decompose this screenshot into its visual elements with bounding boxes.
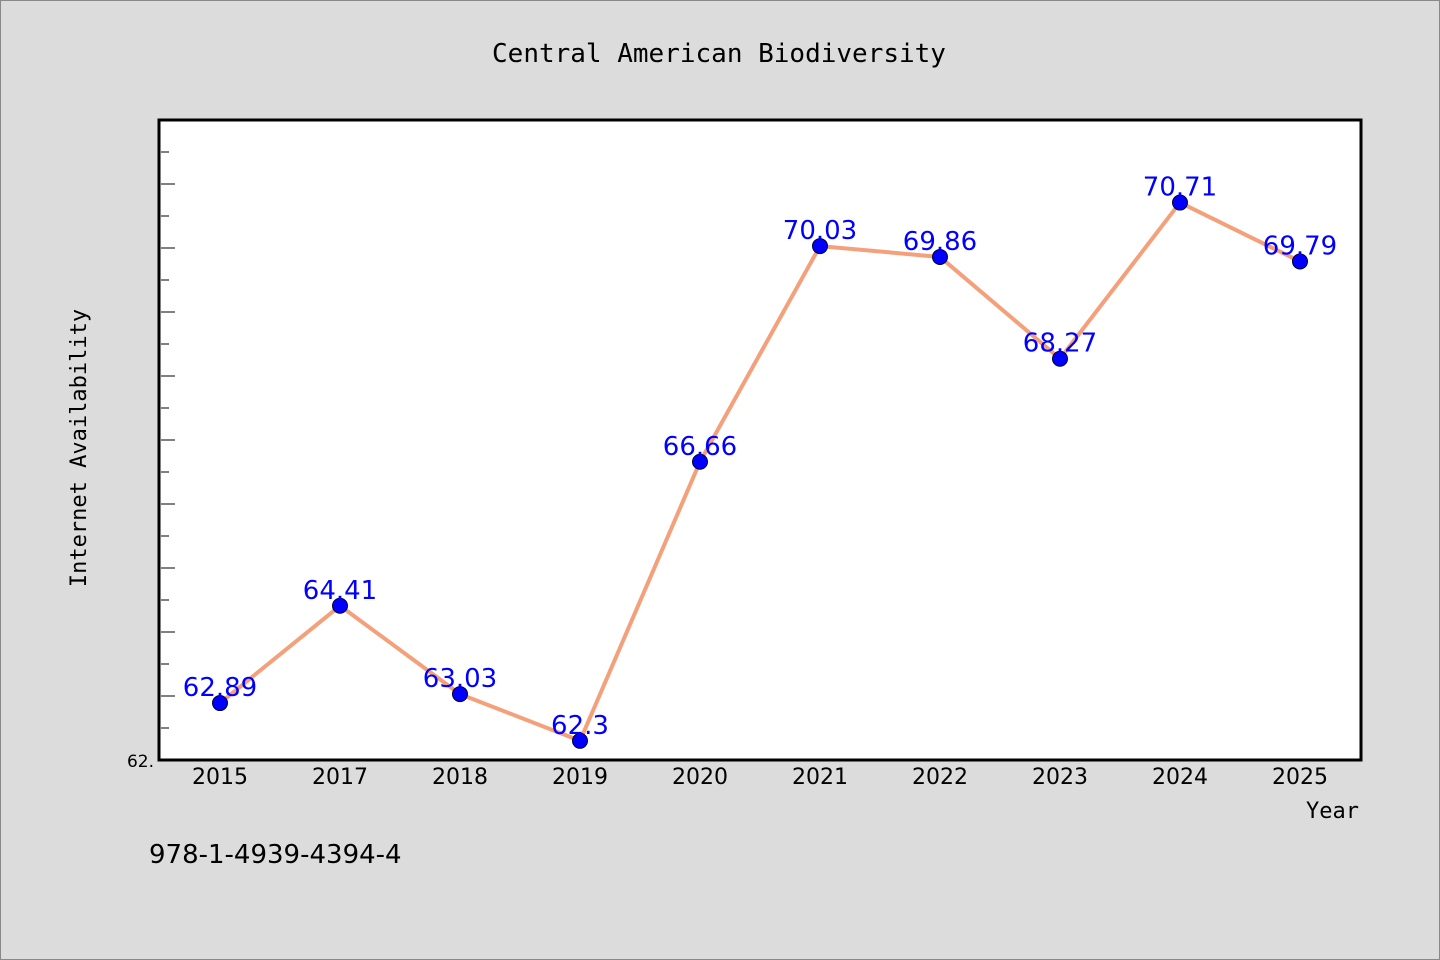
data-point: [212, 695, 228, 712]
x-tick-label: 2023: [1032, 765, 1088, 790]
data-label: 63.03: [423, 664, 497, 694]
data-label: 70.03: [783, 216, 857, 246]
data-point: [932, 248, 948, 265]
data-label: 69.79: [1263, 231, 1337, 261]
data-point: [1292, 253, 1308, 270]
data-point: [812, 238, 828, 255]
data-point: [332, 597, 348, 614]
x-axis-label: Year: [1306, 799, 1359, 824]
isbn-text: 978-1-4939-4394-4: [149, 840, 402, 870]
data-markers: [212, 194, 1308, 749]
y-axis-label: Internet Availability: [67, 309, 92, 587]
x-tick-label: 2022: [912, 765, 968, 790]
data-label: 62.89: [183, 673, 257, 703]
plot-area: [157, 118, 1363, 762]
data-labels: 62.89 64.41 63.03 62.3 66.66 70.03 69.86 68.27 7…: [183, 173, 1337, 741]
data-point: [1172, 194, 1188, 211]
data-point: [692, 453, 708, 470]
data-label: 69.86: [903, 227, 977, 257]
y-axis-ticks: [161, 119, 175, 761]
x-tick-label: 2020: [672, 765, 728, 790]
data-point: [1052, 350, 1068, 367]
data-label: 66.66: [663, 432, 737, 462]
x-tick-label: 2025: [1272, 765, 1328, 790]
y-tick-label: 62.: [127, 752, 154, 772]
x-tick-label: 2024: [1152, 765, 1208, 790]
x-tick-label: 2019: [552, 765, 608, 790]
data-label: 64.41: [303, 576, 377, 606]
x-tick-label: 2015: [192, 765, 248, 790]
data-point: [452, 686, 468, 703]
x-tick-label: 2017: [312, 765, 368, 790]
chart-title: Central American Biodiversity: [492, 39, 946, 69]
data-point: [572, 732, 588, 749]
x-tick-label: 2018: [432, 765, 488, 790]
data-label: 70.71: [1143, 173, 1217, 203]
x-tick-label: 2021: [792, 765, 848, 790]
data-label: 62.3: [551, 711, 609, 741]
x-tick-labels: 2015 2017 2018 2019 2020 2021 2022 2023 2024 2025: [192, 765, 1328, 790]
data-label: 68.27: [1023, 329, 1097, 359]
series-line: [218, 200, 1301, 743]
